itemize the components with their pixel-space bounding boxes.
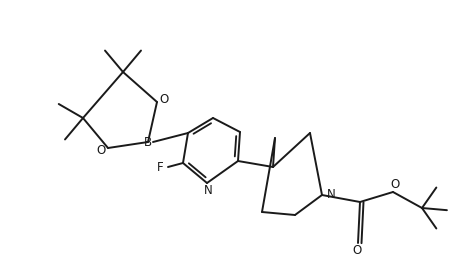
Text: O: O bbox=[390, 179, 400, 192]
Text: O: O bbox=[352, 244, 362, 258]
Text: O: O bbox=[96, 144, 106, 157]
Text: O: O bbox=[159, 92, 168, 106]
Text: B: B bbox=[144, 136, 152, 148]
Text: F: F bbox=[157, 160, 163, 174]
Text: N: N bbox=[326, 188, 336, 202]
Text: N: N bbox=[204, 183, 212, 197]
